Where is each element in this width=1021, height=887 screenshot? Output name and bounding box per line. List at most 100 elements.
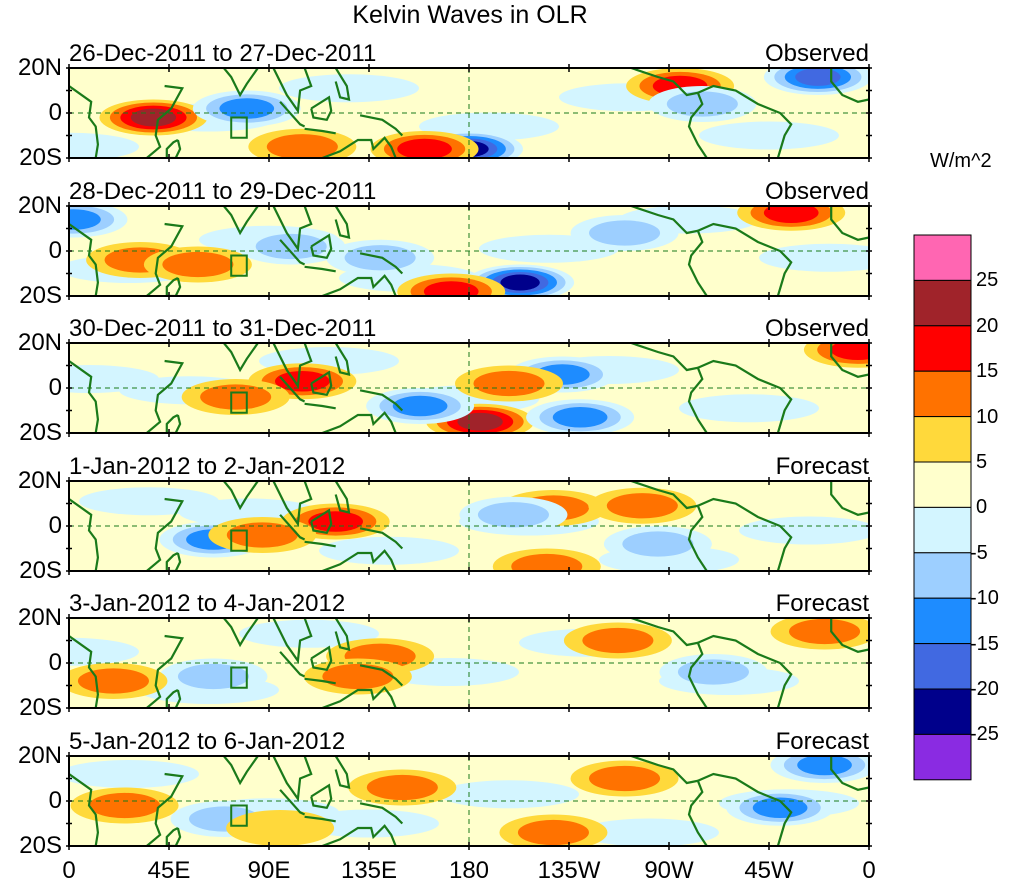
coastline	[146, 634, 185, 708]
colorbar-swatch	[913, 733, 972, 781]
colorbar-swatch	[913, 461, 972, 508]
y-tick-label: 20S	[19, 557, 62, 584]
anomaly-contour	[622, 531, 694, 557]
reference-box	[230, 804, 248, 827]
panel-period-label: 26-Dec-2011 to 27-Dec-2011	[69, 40, 377, 67]
coastline	[630, 756, 708, 846]
colorbar-tick-label: -25	[970, 723, 999, 746]
anomaly-contour	[552, 407, 608, 428]
coastline	[830, 68, 869, 103]
coastline	[359, 389, 404, 412]
y-tick-label: 20S	[19, 832, 62, 859]
anomaly-contour-weak-negative	[279, 74, 419, 103]
reference-box	[230, 391, 248, 414]
anomaly-contour	[89, 792, 161, 819]
colorbar-tick-label: 20	[976, 314, 999, 337]
coastline	[272, 481, 313, 527]
anomaly-contour-weak-negative	[759, 243, 869, 272]
coastline	[359, 664, 404, 687]
coastline	[630, 206, 708, 296]
coastline	[359, 802, 404, 825]
x-tick-label: 90W	[644, 857, 694, 884]
coastline	[310, 95, 333, 122]
coastline	[321, 549, 397, 571]
coastline	[222, 206, 260, 236]
coastline	[334, 481, 351, 514]
coastline	[630, 618, 708, 708]
colorbar-tick-label: 15	[976, 360, 999, 383]
anomaly-contour	[200, 384, 272, 410]
anomaly-contour	[226, 522, 298, 548]
coastline	[69, 223, 100, 296]
coastline	[830, 206, 869, 241]
y-tick-label: 20S	[19, 694, 62, 721]
panel-type-label: Forecast	[775, 590, 869, 617]
coastline	[304, 402, 336, 410]
coastline	[321, 824, 397, 846]
panel-period-label: 5-Jan-2012 to 6-Jan-2012	[69, 728, 346, 755]
x-tick-label: 180	[448, 857, 490, 884]
coastline	[165, 139, 182, 158]
panel-period-label: 3-Jan-2012 to 4-Jan-2012	[69, 590, 346, 617]
anomaly-contour	[582, 627, 654, 654]
anomaly-contour-weak-negative	[739, 516, 869, 545]
coastline	[69, 635, 100, 708]
coastline	[279, 789, 306, 816]
map-panel-2	[66, 202, 872, 300]
anomaly-contour-weak-negative	[69, 760, 199, 788]
coastline	[279, 239, 306, 266]
coastline	[697, 497, 793, 571]
anomaly-contour	[477, 502, 549, 528]
anomaly-contour-weak-negative	[679, 394, 819, 423]
x-tick-label: 45E	[147, 857, 191, 884]
colorbar-swatch	[913, 506, 972, 554]
x-tick-label: 90E	[247, 857, 291, 884]
coastline	[222, 343, 260, 373]
coastline	[304, 815, 336, 823]
x-tick-label: 45W	[744, 857, 794, 884]
coastline	[830, 343, 869, 378]
anomaly-contour	[589, 765, 661, 792]
anomaly-contour	[473, 370, 545, 397]
coastline	[279, 101, 306, 128]
anomaly-contour-weak-negative	[579, 818, 719, 846]
anomaly-contour	[752, 797, 808, 818]
coastline	[69, 85, 100, 158]
x-tick-label: 0	[862, 857, 876, 884]
colorbar-swatch	[913, 416, 972, 463]
x-tick-label: 135W	[537, 857, 601, 884]
coastline	[359, 114, 404, 137]
panel-type-label: Forecast	[775, 728, 869, 755]
coastline	[165, 827, 182, 846]
y-tick-label: 20N	[17, 742, 62, 769]
coastline	[310, 645, 333, 672]
y-tick-label: 20S	[19, 419, 62, 446]
y-tick-label: 0	[48, 99, 62, 126]
coastline	[310, 370, 333, 397]
colorbar-swatch	[913, 279, 972, 327]
reference-box	[230, 666, 248, 689]
anomaly-contour-weak-negative	[699, 121, 839, 150]
colorbar-tick-label: -20	[970, 678, 999, 700]
anomaly-contour	[500, 274, 540, 291]
coastline	[69, 360, 100, 433]
anomaly-contour-weak-negative	[239, 619, 379, 648]
coastline	[146, 772, 185, 846]
anomaly-contour	[77, 668, 149, 694]
coastline	[304, 127, 336, 135]
anomaly-contour	[162, 251, 234, 278]
anomaly-contour-weak-negative	[79, 487, 219, 516]
coastline	[146, 497, 185, 571]
map-panel-5	[66, 614, 872, 712]
coastline	[321, 274, 397, 296]
colorbar-swatch	[913, 234, 972, 281]
coastline	[321, 136, 397, 158]
coastline	[830, 756, 869, 791]
anomaly-contour	[423, 281, 479, 296]
coastline	[697, 772, 793, 846]
y-tick-label: 20S	[19, 144, 62, 171]
y-tick-label: 20N	[17, 329, 62, 356]
anomaly-contour-weak-negative	[69, 365, 159, 393]
coastline	[279, 376, 306, 403]
coastline	[222, 618, 260, 648]
